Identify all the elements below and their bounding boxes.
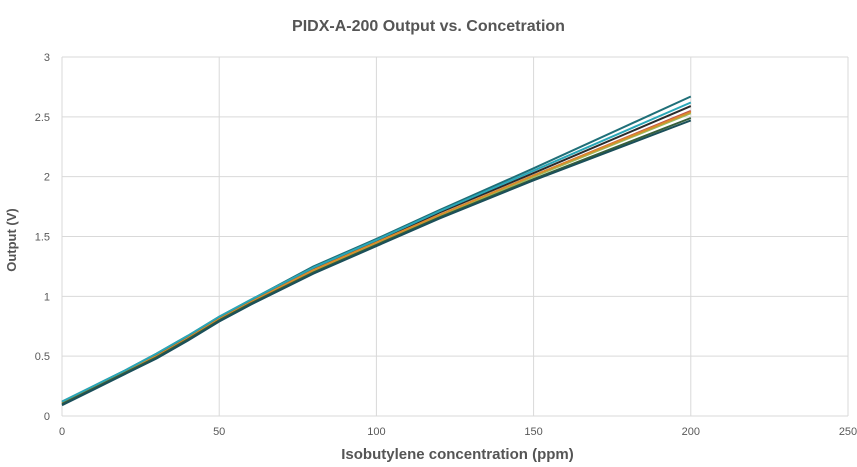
y-tick-label: 1	[44, 291, 50, 303]
x-tick-label: 150	[524, 426, 542, 438]
x-tick-label: 200	[682, 426, 700, 438]
x-tick-label: 250	[839, 426, 857, 438]
x-axis-label: Isobutylene concentration (ppm)	[341, 446, 574, 463]
x-tick-label: 0	[59, 426, 65, 438]
y-tick-label: 0	[44, 411, 50, 423]
series-line-6	[61, 101, 692, 403]
series-line-8	[61, 119, 692, 407]
x-tick-label: 50	[213, 426, 225, 438]
x-tick-label: 100	[367, 426, 385, 438]
y-tick-label: 0.5	[35, 351, 50, 363]
series-line-5	[61, 111, 692, 404]
series-line-7	[61, 117, 692, 405]
y-tick-label: 2.5	[35, 112, 50, 124]
y-tick-label: 2	[44, 172, 50, 184]
y-tick-label: 3	[44, 52, 50, 64]
chart-title: PIDX-A-200 Output vs. Concetration	[292, 18, 565, 35]
y-tick-label: 1.5	[35, 232, 50, 244]
